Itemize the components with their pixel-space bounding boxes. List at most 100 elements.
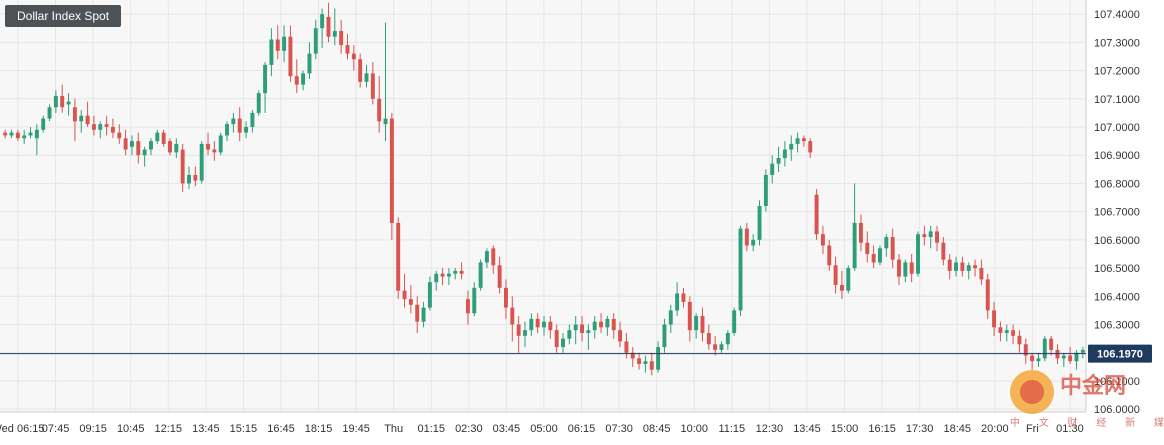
- candle-up: [846, 268, 851, 291]
- candle-down: [713, 344, 718, 350]
- y-tick-label: 106.5000: [1094, 263, 1140, 275]
- candle-up: [34, 129, 39, 139]
- candle-down: [599, 321, 604, 328]
- candle-down: [497, 265, 502, 288]
- candle-up: [250, 112, 255, 127]
- candle-up: [129, 141, 134, 147]
- candle-up: [523, 330, 527, 336]
- candle-down: [992, 310, 997, 328]
- candle-up: [675, 293, 680, 311]
- candle-up: [301, 73, 306, 85]
- candle-down: [814, 194, 819, 235]
- candle-down: [237, 118, 242, 133]
- candle-down: [935, 231, 939, 243]
- candle-down: [516, 324, 521, 336]
- candle-down: [744, 228, 749, 246]
- x-tick-label: 07:30: [605, 423, 633, 435]
- candle-up: [446, 273, 451, 277]
- candle-down: [554, 330, 559, 348]
- candle-down: [396, 222, 401, 291]
- candle-down: [85, 115, 90, 125]
- candle-down: [858, 222, 863, 243]
- x-tick-label: 11:15: [718, 423, 745, 435]
- candle-down: [700, 316, 705, 333]
- candle-up: [776, 158, 781, 164]
- x-tick-label: 20:00: [981, 423, 1009, 435]
- candle-up: [149, 141, 153, 150]
- x-tick-label: 05:00: [530, 423, 558, 435]
- candle-up: [878, 248, 882, 263]
- candle-down: [104, 124, 109, 127]
- candle-up: [751, 239, 756, 246]
- candle-up: [567, 330, 572, 339]
- candle-down: [377, 98, 382, 122]
- x-tick-label: 01:15: [417, 423, 445, 435]
- candle-down: [275, 39, 280, 51]
- x-tick-label: 12:15: [155, 423, 183, 435]
- y-tick-label: 106.4000: [1094, 291, 1140, 303]
- candle-up: [770, 163, 775, 175]
- candle-down: [580, 324, 585, 333]
- candle-up: [586, 330, 591, 333]
- candle-down: [440, 273, 445, 277]
- y-tick-label: 106.0000: [1094, 404, 1140, 416]
- candle-down: [408, 299, 413, 305]
- candle-down: [389, 118, 394, 223]
- x-tick-label: 09:15: [79, 423, 107, 435]
- candle-up: [725, 332, 730, 345]
- candle-up: [884, 237, 889, 249]
- y-tick-label: 106.6000: [1094, 235, 1140, 247]
- chart-title-badge: Dollar Index Spot: [5, 5, 122, 27]
- x-tick-label: 10:45: [117, 423, 145, 435]
- candle-up: [529, 318, 534, 331]
- candle-down: [60, 95, 65, 108]
- candle-down: [1017, 335, 1022, 345]
- x-tick-label: 03:45: [493, 423, 521, 435]
- candle-up: [256, 93, 261, 113]
- candle-up: [155, 132, 160, 142]
- x-tick-label: Wed 06:15: [0, 423, 45, 435]
- candle-up: [732, 310, 737, 333]
- candle-down: [871, 253, 876, 263]
- candle-down: [326, 16, 331, 37]
- x-tick-label: 12:30: [756, 423, 784, 435]
- candle-down: [193, 174, 198, 181]
- candle-down: [345, 45, 350, 54]
- candle-down: [212, 149, 217, 153]
- candle-up: [694, 316, 699, 331]
- candle-up: [199, 143, 204, 181]
- candle-down: [941, 242, 946, 260]
- candle-down: [611, 318, 616, 331]
- candle-down: [1055, 349, 1060, 359]
- candle-up: [269, 39, 274, 65]
- candle-down: [681, 293, 686, 302]
- candle-up: [472, 287, 477, 314]
- candle-up: [852, 222, 857, 269]
- candle-down: [503, 287, 508, 308]
- candle-up: [1036, 358, 1041, 362]
- candle-down: [415, 304, 420, 322]
- candle-down: [865, 242, 870, 254]
- candle-up: [434, 273, 439, 283]
- candle-down: [833, 265, 838, 286]
- candle-down: [402, 290, 407, 300]
- candle-up: [244, 126, 249, 133]
- candle-up: [187, 174, 191, 184]
- x-tick-label: 02:30: [455, 423, 483, 435]
- candle-up: [66, 101, 71, 105]
- candle-up: [320, 14, 325, 29]
- candle-down: [637, 358, 642, 365]
- candle-down: [820, 234, 825, 246]
- candle-down: [465, 299, 470, 314]
- candle-up: [9, 132, 14, 136]
- y-tick-label: 106.1000: [1094, 376, 1140, 388]
- candle-down: [922, 234, 927, 238]
- candle-up: [53, 95, 58, 108]
- candle-up: [427, 282, 432, 308]
- x-tick-label: 13:45: [192, 423, 220, 435]
- candle-down: [351, 53, 356, 60]
- candle-up: [916, 234, 920, 274]
- x-tick-label: Fri: [1026, 423, 1039, 435]
